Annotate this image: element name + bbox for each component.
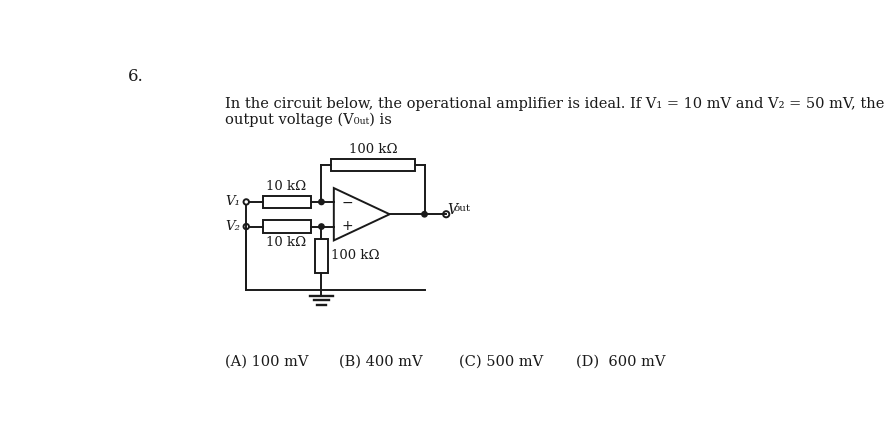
Text: 10 kΩ: 10 kΩ (266, 236, 306, 249)
Text: 100 kΩ: 100 kΩ (331, 249, 380, 262)
Text: (D)  600 mV: (D) 600 mV (575, 355, 666, 369)
Text: 10 kΩ: 10 kΩ (266, 180, 306, 193)
Circle shape (319, 199, 324, 204)
Text: 100 kΩ: 100 kΩ (349, 143, 397, 156)
Circle shape (319, 224, 324, 229)
Bar (315, 239, 327, 273)
Circle shape (422, 212, 427, 217)
Text: −: − (342, 196, 353, 210)
Text: V₁: V₁ (226, 196, 241, 208)
Bar (331, 159, 415, 171)
Text: (A) 100 mV: (A) 100 mV (226, 355, 309, 369)
Text: 6.: 6. (127, 68, 143, 85)
Text: V: V (448, 204, 458, 218)
Text: In the circuit below, the operational amplifier is ideal. If V₁ = 10 mV and V₂ =: In the circuit below, the operational am… (226, 97, 885, 111)
Bar (263, 196, 311, 208)
Text: out: out (453, 204, 470, 213)
Text: (C) 500 mV: (C) 500 mV (459, 355, 543, 369)
Text: +: + (342, 219, 353, 233)
Bar (263, 221, 311, 233)
Text: output voltage (V₀ᵤₜ) is: output voltage (V₀ᵤₜ) is (226, 113, 392, 127)
Text: V₂: V₂ (226, 220, 241, 233)
Text: (B) 400 mV: (B) 400 mV (339, 355, 423, 369)
